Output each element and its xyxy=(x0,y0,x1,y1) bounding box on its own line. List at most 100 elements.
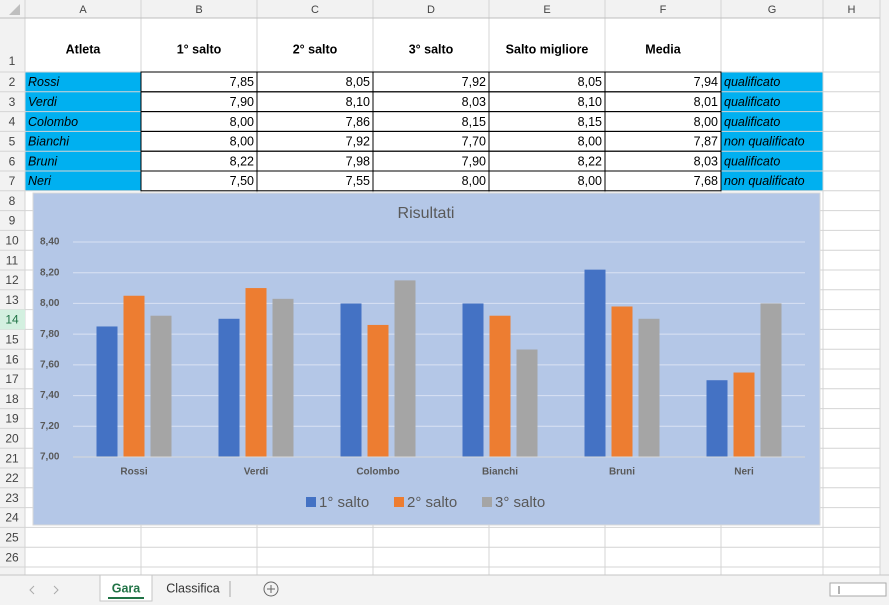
cell-number[interactable]: 7,86 xyxy=(346,115,370,129)
cell-number[interactable]: 8,03 xyxy=(694,154,718,168)
cell-number[interactable]: 8,01 xyxy=(694,95,718,109)
row-header[interactable]: 18 xyxy=(5,392,19,406)
bar[interactable] xyxy=(123,295,145,457)
row-header[interactable]: 25 xyxy=(5,530,19,544)
bar[interactable] xyxy=(96,326,118,457)
row-header[interactable]: 15 xyxy=(5,332,19,346)
bar[interactable] xyxy=(394,280,416,457)
cell-number[interactable]: 7,98 xyxy=(346,154,370,168)
row-header[interactable]: 6 xyxy=(9,154,16,168)
cell-number[interactable]: 8,15 xyxy=(462,115,486,129)
cell-number[interactable]: 8,05 xyxy=(346,75,370,89)
legend-swatch[interactable] xyxy=(394,497,404,507)
cell-number[interactable]: 7,70 xyxy=(462,135,486,149)
bar[interactable] xyxy=(272,298,294,457)
bar[interactable] xyxy=(611,306,633,458)
row-header[interactable]: 16 xyxy=(5,352,19,366)
scroll-left[interactable] xyxy=(29,585,35,595)
cell-number[interactable]: 7,68 xyxy=(694,174,718,188)
row-header[interactable]: 3 xyxy=(9,95,16,109)
row-header[interactable]: 24 xyxy=(5,511,19,525)
cell-number[interactable]: 8,00 xyxy=(230,135,254,149)
bar[interactable] xyxy=(638,318,660,457)
bar[interactable] xyxy=(733,372,755,457)
cell-number[interactable]: 8,15 xyxy=(578,115,602,129)
cell-number[interactable]: 7,87 xyxy=(694,135,718,149)
cell-number[interactable]: 7,85 xyxy=(230,75,254,89)
cell-number[interactable]: 7,92 xyxy=(462,75,486,89)
row-header[interactable]: 21 xyxy=(5,451,19,465)
cell-number[interactable]: 8,00 xyxy=(578,174,602,188)
row-header[interactable]: 23 xyxy=(5,491,19,505)
bar[interactable] xyxy=(340,303,362,457)
cell-number[interactable]: 7,50 xyxy=(230,174,254,188)
row-header[interactable]: 12 xyxy=(5,273,19,287)
column-header[interactable]: F xyxy=(660,4,667,16)
scroll-right[interactable] xyxy=(53,585,59,595)
cell-text[interactable]: qualificato xyxy=(724,115,780,129)
row-header[interactable]: 2 xyxy=(9,75,16,89)
cell-text[interactable]: Colombo xyxy=(28,115,78,129)
legend-label[interactable]: 3° salto xyxy=(495,494,545,511)
bar[interactable] xyxy=(150,315,172,457)
row-header[interactable]: 8 xyxy=(9,194,16,208)
table-header[interactable]: 2° salto xyxy=(293,42,338,56)
row-header[interactable]: 13 xyxy=(5,293,19,307)
cell-text[interactable]: non qualificato xyxy=(724,135,805,149)
table-header[interactable]: Media xyxy=(645,42,681,56)
column-header[interactable]: C xyxy=(311,4,319,16)
cell-text[interactable]: qualificato xyxy=(724,154,780,168)
bar[interactable] xyxy=(218,318,240,457)
cell-number[interactable]: 8,03 xyxy=(462,95,486,109)
cell-number[interactable]: 7,90 xyxy=(230,95,254,109)
cell-number[interactable]: 8,10 xyxy=(578,95,602,109)
row-header[interactable]: 19 xyxy=(5,412,19,426)
cell-number[interactable]: 8,00 xyxy=(694,115,718,129)
legend-label[interactable]: 2° salto xyxy=(407,494,457,511)
column-header[interactable]: H xyxy=(848,4,856,16)
legend-swatch[interactable] xyxy=(482,497,492,507)
cell-number[interactable]: 7,90 xyxy=(462,154,486,168)
row-header[interactable]: 5 xyxy=(9,134,16,148)
sheet-tab[interactable]: Gara xyxy=(112,581,142,595)
cell-number[interactable]: 7,55 xyxy=(346,174,370,188)
row-header[interactable]: 22 xyxy=(5,471,19,485)
row-header[interactable]: 17 xyxy=(5,372,19,386)
table-header[interactable]: Atleta xyxy=(66,42,102,56)
row-header[interactable]: 10 xyxy=(5,233,19,247)
sheet-tab[interactable]: Classifica xyxy=(166,581,220,595)
cell-number[interactable]: 7,92 xyxy=(346,135,370,149)
cell-number[interactable]: 8,00 xyxy=(578,135,602,149)
row-header[interactable]: 20 xyxy=(5,431,19,445)
cell-number[interactable]: 8,00 xyxy=(462,174,486,188)
table-header[interactable]: 3° salto xyxy=(409,42,454,56)
column-header[interactable]: B xyxy=(195,4,202,16)
table-header[interactable]: Salto migliore xyxy=(506,42,589,56)
cell-number[interactable]: 8,22 xyxy=(578,154,602,168)
bar[interactable] xyxy=(516,349,538,458)
table-header[interactable]: 1° salto xyxy=(177,42,222,56)
cell-text[interactable]: Bianchi xyxy=(28,135,70,149)
cell-number[interactable]: 8,00 xyxy=(230,115,254,129)
bar[interactable] xyxy=(462,303,484,457)
cell-text[interactable]: Neri xyxy=(28,174,52,188)
add-sheet[interactable] xyxy=(263,581,279,597)
cell-number[interactable]: 7,94 xyxy=(694,75,718,89)
cell-text[interactable]: qualificato xyxy=(724,75,780,89)
bar[interactable] xyxy=(367,324,389,457)
h-scrollbar[interactable] xyxy=(829,582,887,597)
cell-text[interactable]: Bruni xyxy=(28,154,58,168)
legend-label[interactable]: 1° salto xyxy=(319,494,369,511)
row-header[interactable]: 4 xyxy=(9,115,16,129)
row-header[interactable]: 14 xyxy=(5,313,19,327)
bar[interactable] xyxy=(245,288,267,457)
legend-swatch[interactable] xyxy=(306,497,316,507)
row-header[interactable]: 9 xyxy=(9,214,16,228)
bar[interactable] xyxy=(489,315,511,457)
cell-text[interactable]: Rossi xyxy=(28,75,60,89)
cell-number[interactable]: 8,10 xyxy=(346,95,370,109)
column-header[interactable]: D xyxy=(427,4,435,16)
cell-text[interactable]: qualificato xyxy=(724,95,780,109)
cell-number[interactable]: 8,05 xyxy=(578,75,602,89)
column-header[interactable]: A xyxy=(79,4,87,16)
